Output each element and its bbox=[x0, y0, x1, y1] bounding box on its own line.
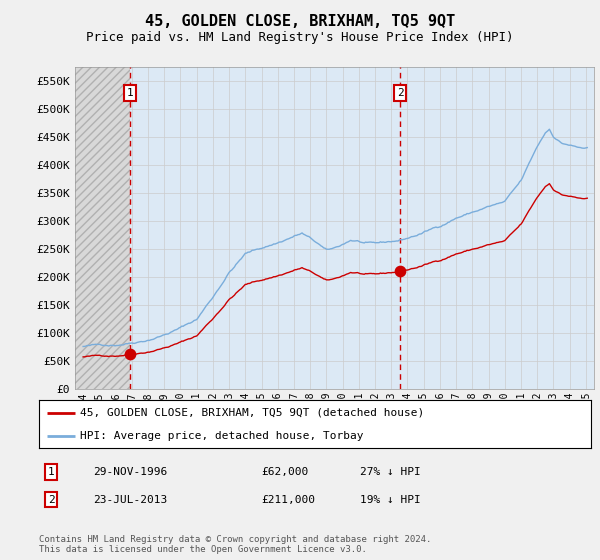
Point bbox=[395, 267, 405, 276]
Text: HPI: Average price, detached house, Torbay: HPI: Average price, detached house, Torb… bbox=[80, 431, 364, 441]
Polygon shape bbox=[75, 64, 130, 389]
Text: 2: 2 bbox=[397, 88, 404, 98]
Text: 27% ↓ HPI: 27% ↓ HPI bbox=[360, 467, 421, 477]
Text: 29-NOV-1996: 29-NOV-1996 bbox=[93, 467, 167, 477]
Text: Contains HM Land Registry data © Crown copyright and database right 2024.
This d: Contains HM Land Registry data © Crown c… bbox=[39, 535, 431, 554]
Text: 23-JUL-2013: 23-JUL-2013 bbox=[93, 494, 167, 505]
Text: 2: 2 bbox=[47, 494, 55, 505]
Point bbox=[125, 350, 135, 359]
Text: 19% ↓ HPI: 19% ↓ HPI bbox=[360, 494, 421, 505]
Text: 45, GOLDEN CLOSE, BRIXHAM, TQ5 9QT (detached house): 45, GOLDEN CLOSE, BRIXHAM, TQ5 9QT (deta… bbox=[80, 408, 425, 418]
Text: Price paid vs. HM Land Registry's House Price Index (HPI): Price paid vs. HM Land Registry's House … bbox=[86, 31, 514, 44]
Text: £62,000: £62,000 bbox=[261, 467, 308, 477]
Text: £211,000: £211,000 bbox=[261, 494, 315, 505]
Text: 45, GOLDEN CLOSE, BRIXHAM, TQ5 9QT: 45, GOLDEN CLOSE, BRIXHAM, TQ5 9QT bbox=[145, 14, 455, 29]
Text: 1: 1 bbox=[47, 467, 55, 477]
Text: 1: 1 bbox=[127, 88, 134, 98]
